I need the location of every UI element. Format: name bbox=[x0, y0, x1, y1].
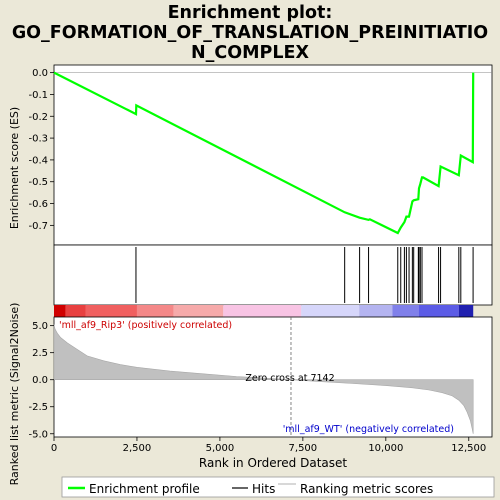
es-y-tick-label: 0.0 bbox=[32, 68, 48, 79]
metric-y-tick-label: -2.5 bbox=[28, 402, 48, 413]
x-tick-label: 12,500 bbox=[451, 443, 486, 454]
metric-y-tick-label: 0.0 bbox=[32, 375, 48, 386]
rank-bar-segment bbox=[54, 305, 66, 317]
es-y-tick-label: -0.7 bbox=[28, 221, 48, 232]
zero-cross-label: Zero cross at 7142 bbox=[245, 373, 334, 384]
legend-hits-label: Hits bbox=[252, 482, 275, 496]
metric-y-axis-label: Ranked list metric (Signal2Noise) bbox=[8, 303, 21, 486]
hits-panel-frame bbox=[54, 245, 492, 305]
metric-y-tick-label: 5.0 bbox=[32, 321, 48, 332]
x-tick-label: 10,000 bbox=[368, 443, 403, 454]
es-y-axis-label: Enrichment score (ES) bbox=[8, 107, 21, 229]
legend-metric-label: Ranking metric scores bbox=[300, 482, 433, 496]
metric-y-tick-label: 2.5 bbox=[32, 348, 48, 359]
rank-bar-segment bbox=[359, 305, 392, 317]
rank-bar-segment bbox=[459, 305, 473, 317]
positive-correlation-label: 'mll_af9_Rip3' (positively correlated) bbox=[59, 320, 232, 331]
rank-bar-segment bbox=[173, 305, 223, 317]
legend-profile-label: Enrichment profile bbox=[89, 482, 200, 496]
legend: Enrichment profile Hits Ranking metric s… bbox=[62, 477, 494, 497]
x-tick-label: 7,500 bbox=[289, 443, 318, 454]
rank-bar-segment bbox=[392, 305, 419, 317]
metric-y-tick-label: -5.0 bbox=[28, 429, 48, 440]
x-tick-label: 5,000 bbox=[206, 443, 235, 454]
es-y-tick-label: -0.3 bbox=[28, 134, 48, 145]
es-y-tick-label: -0.4 bbox=[28, 155, 48, 166]
rank-bar-segment bbox=[301, 305, 359, 317]
es-y-tick-label: -0.5 bbox=[28, 177, 48, 188]
x-tick-label: 2,500 bbox=[123, 443, 152, 454]
es-y-tick-label: -0.6 bbox=[28, 199, 48, 210]
rank-bar bbox=[54, 305, 473, 317]
es-panel-frame bbox=[54, 65, 492, 245]
rank-bar-segment bbox=[137, 305, 174, 317]
rank-bar-segment bbox=[86, 305, 137, 317]
x-axis-label: Rank in Ordered Dataset bbox=[199, 456, 347, 470]
negative-correlation-label: 'mll_af9_WT' (negatively correlated) bbox=[283, 424, 454, 435]
rank-bar-segment bbox=[66, 305, 86, 317]
rank-bar-segment bbox=[419, 305, 459, 317]
es-y-tick-label: -0.2 bbox=[28, 112, 48, 123]
x-tick-label: 0 bbox=[51, 443, 57, 454]
rank-bar-segment bbox=[223, 305, 301, 317]
es-y-tick-label: -0.1 bbox=[28, 90, 48, 101]
